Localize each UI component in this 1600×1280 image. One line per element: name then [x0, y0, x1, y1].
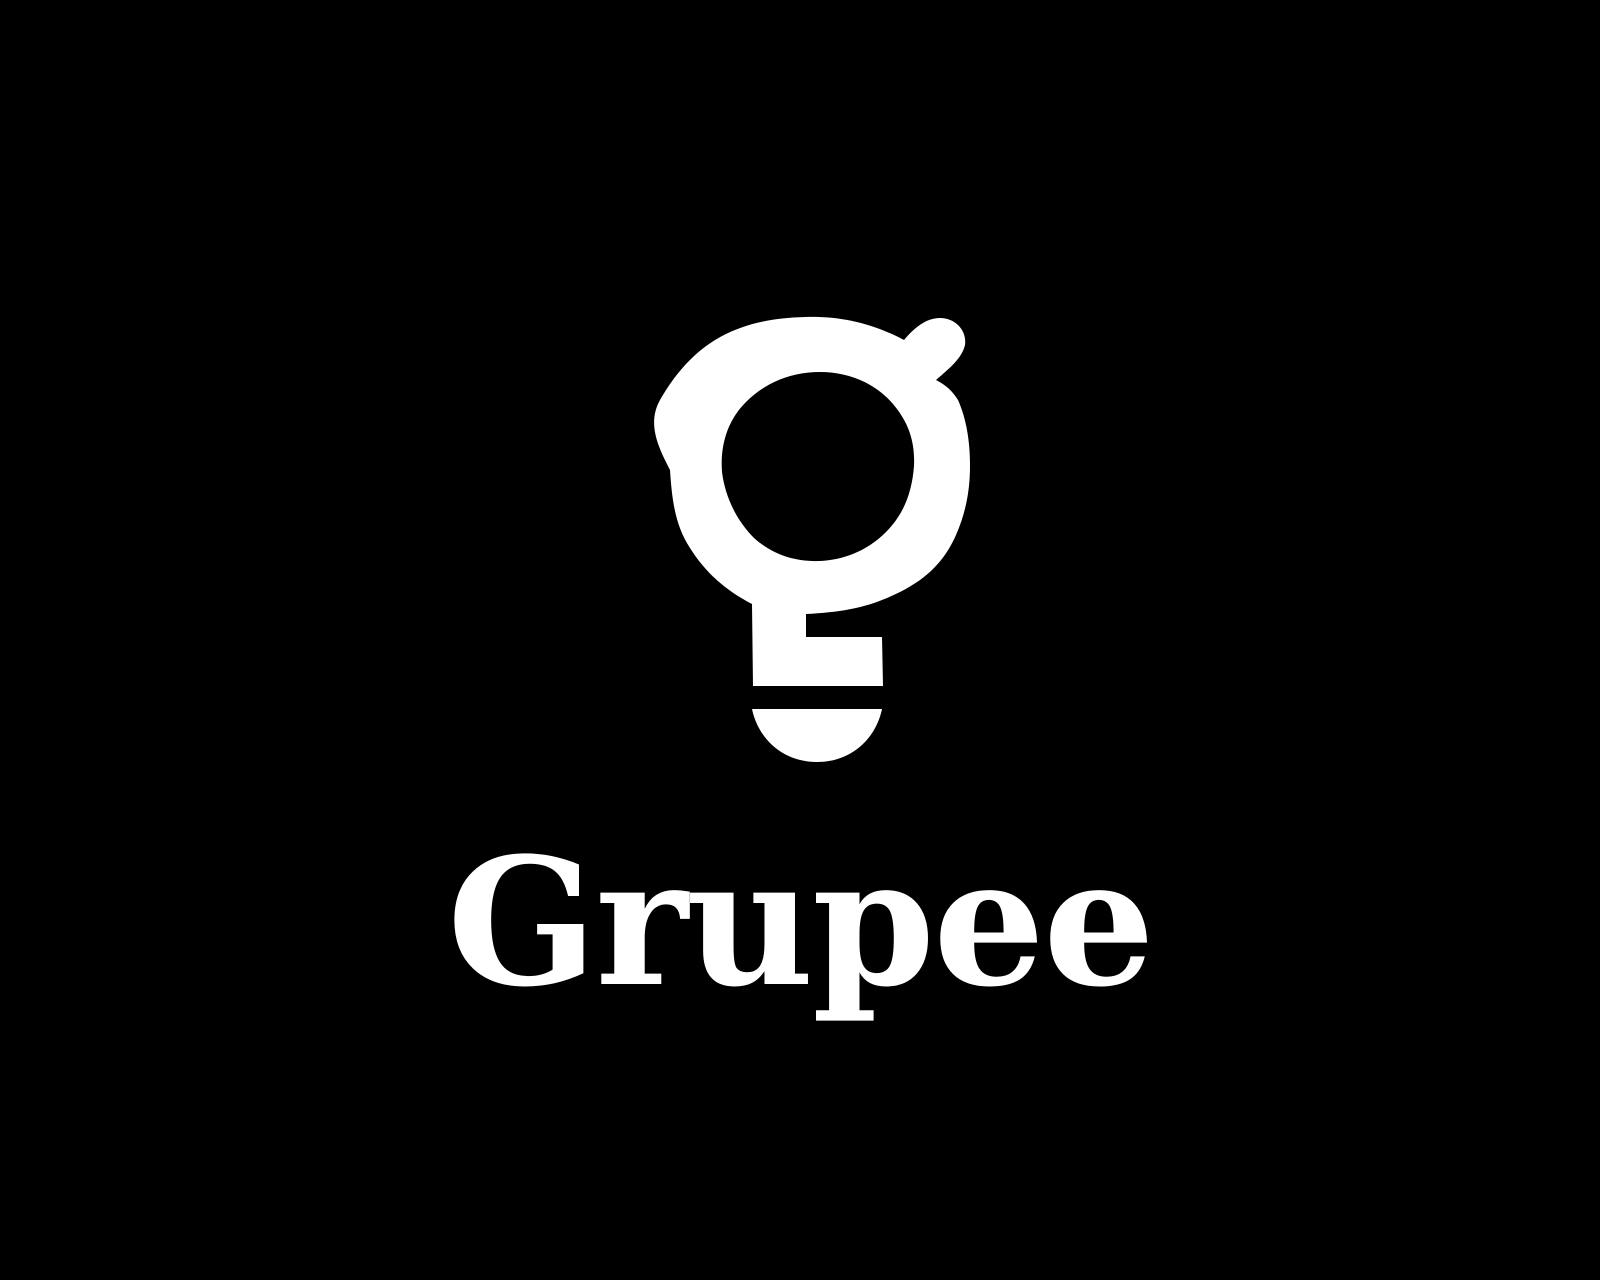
brand-name: Grupee [446, 819, 1155, 1026]
